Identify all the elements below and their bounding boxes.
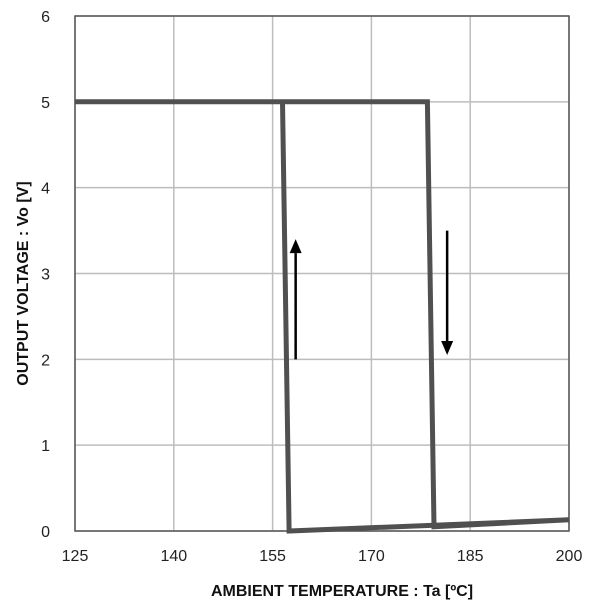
y-axis-title: OUTPUT VOLTAGE : Vo [V] bbox=[15, 181, 32, 385]
x-tick-label: 185 bbox=[457, 548, 484, 565]
x-tick-label: 125 bbox=[62, 548, 89, 565]
x-tick-label: 200 bbox=[556, 548, 583, 565]
arrow-up-head bbox=[289, 239, 302, 254]
x-axis-title: AMBIENT TEMPERATURE : Ta [ºC] bbox=[211, 583, 473, 600]
y-tick-label: 5 bbox=[41, 95, 50, 112]
arrow-down-head bbox=[441, 341, 454, 356]
y-tick-label: 2 bbox=[41, 352, 50, 369]
x-tick-label: 140 bbox=[160, 548, 187, 565]
grid bbox=[74, 15, 570, 532]
y-tick-label: 0 bbox=[41, 524, 50, 541]
y-tick-labels: 0 1 2 3 4 5 6 bbox=[41, 9, 50, 541]
x-tick-label: 155 bbox=[259, 548, 286, 565]
voltage-hysteresis-line bbox=[75, 99, 570, 534]
series-layer bbox=[75, 99, 570, 534]
y-tick-label: 4 bbox=[41, 181, 50, 198]
y-tick-label: 3 bbox=[41, 267, 50, 284]
y-tick-label: 6 bbox=[41, 9, 50, 26]
y-tick-label: 1 bbox=[41, 438, 50, 455]
x-tick-labels: 125 140 155 170 185 200 bbox=[62, 548, 583, 565]
arrow-layer bbox=[289, 230, 454, 360]
x-tick-label: 170 bbox=[358, 548, 385, 565]
